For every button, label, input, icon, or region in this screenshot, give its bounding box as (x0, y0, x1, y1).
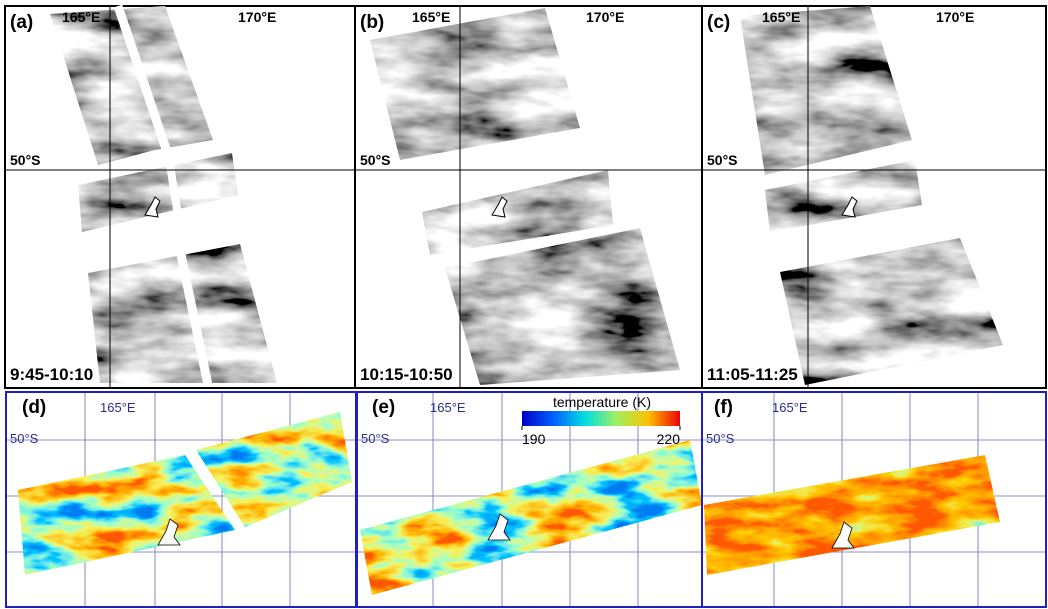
colorbar-title: temperature (K) (553, 394, 651, 410)
figure: (a) 165°E 170°E 50°S 9:45-10:10 (b) 165°… (0, 0, 1048, 609)
panel-label: (a) (10, 12, 33, 33)
time-label: 9:45-10:10 (10, 365, 93, 384)
time-label: 10:15-10:50 (360, 365, 453, 384)
lat-label: 50°S (10, 431, 39, 446)
panel-label: (f) (714, 397, 733, 418)
lat-label: 50°S (706, 431, 735, 446)
panel-label: (c) (707, 12, 730, 33)
colorbar-tick-label: 190 (522, 431, 546, 447)
lon-label: 165°E (430, 400, 466, 415)
panel-label: (b) (360, 12, 384, 33)
lon-label: 165°E (100, 400, 136, 415)
lat-label: 50°S (707, 152, 738, 168)
lon-label: 170°E (586, 9, 624, 25)
panel-d (6, 392, 357, 607)
lon-label: 165°E (762, 9, 800, 25)
bottom-labels: (d) 165°E 50°S (e) 165°E 50°S (f) 165°E … (10, 397, 808, 446)
colorbar-tick-label: 220 (657, 431, 681, 447)
lon-label: 170°E (936, 9, 974, 25)
colorbar: temperature (K) 190 220 (522, 394, 680, 447)
lat-label: 50°S (361, 431, 390, 446)
lon-label: 170°E (238, 9, 276, 25)
panel-c: (c) 165°E 170°E 50°S 11:05-11:25 (702, 6, 1046, 388)
lon-label: 165°E (62, 9, 100, 25)
panel-label: (d) (22, 397, 46, 418)
panel-a: (a) 165°E 170°E 50°S 9:45-10:10 (5, 6, 355, 388)
lon-label: 165°E (772, 400, 808, 415)
colorbar-scale (522, 411, 680, 426)
panel-b: (b) 165°E 170°E 50°S 10:15-10:50 (355, 6, 702, 388)
time-label: 11:05-11:25 (707, 365, 798, 384)
lon-label: 165°E (412, 9, 450, 25)
panel-label: (e) (372, 397, 395, 418)
panel-f (702, 392, 1046, 607)
lat-label: 50°S (10, 152, 41, 168)
lat-label: 50°S (360, 152, 391, 168)
